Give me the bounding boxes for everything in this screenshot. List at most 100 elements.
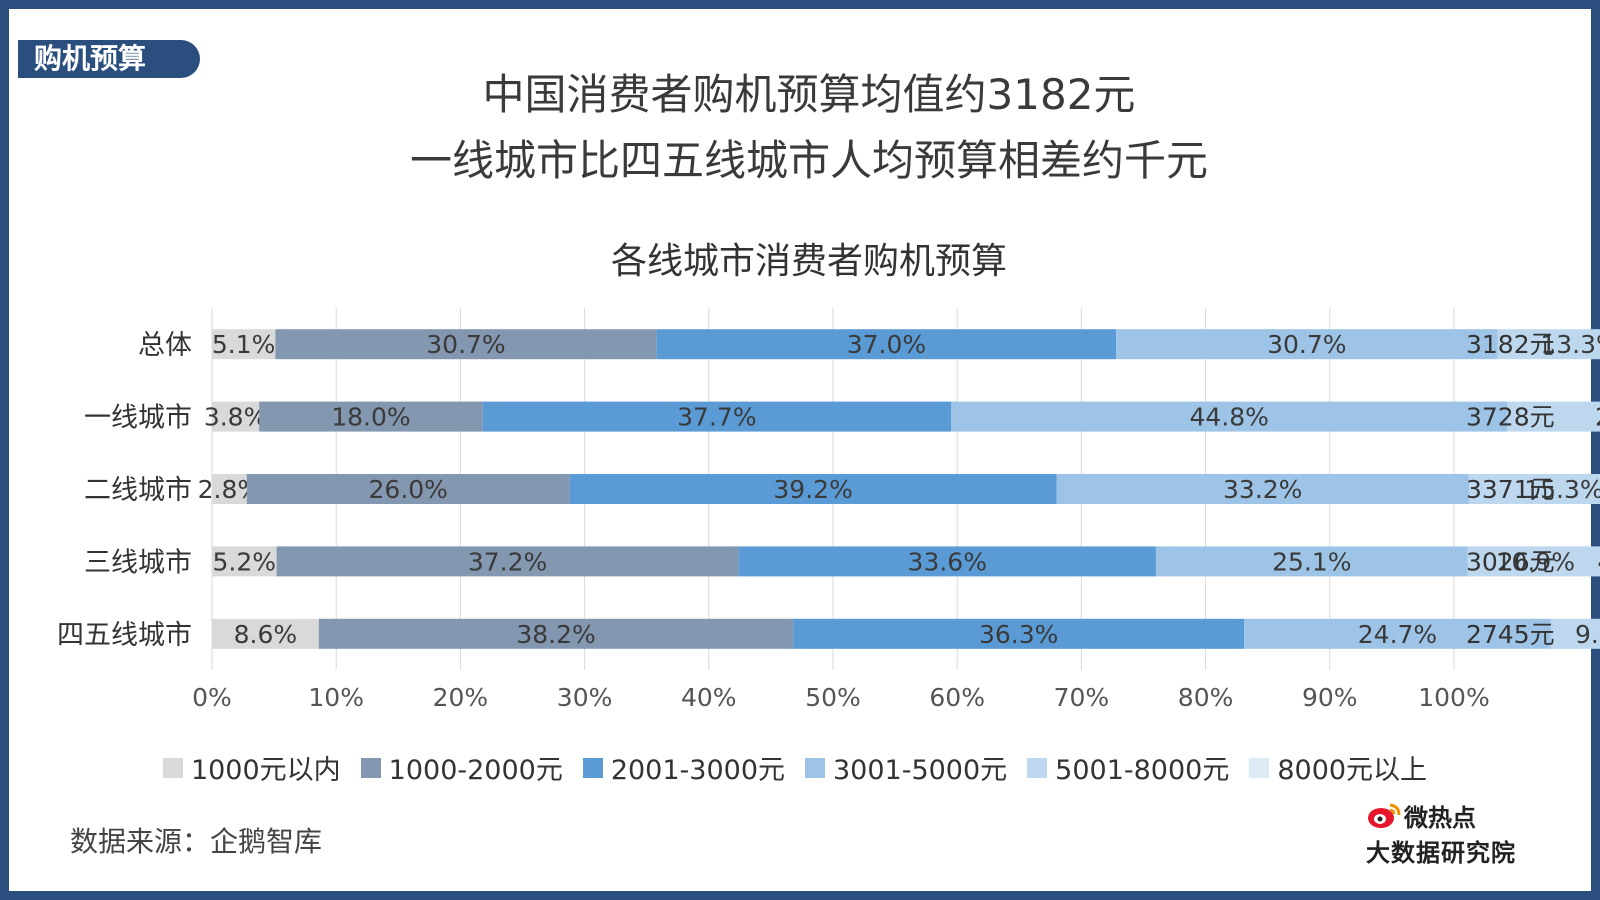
legend-swatch	[360, 757, 381, 778]
bar-segment	[1155, 546, 1468, 577]
bar-segment	[793, 618, 1245, 649]
data-label: 39.2%	[773, 475, 852, 504]
data-label: 38.2%	[516, 620, 595, 649]
bar-segment	[246, 474, 570, 504]
legend-label: 1000元以内	[190, 755, 341, 786]
data-label: 36.3%	[979, 620, 1058, 649]
bar-segment	[318, 618, 794, 649]
data-label: 15.3%	[1524, 475, 1600, 504]
total-label: 3728元	[1466, 403, 1555, 432]
data-label: 4.2%	[1597, 547, 1600, 576]
section-tag: 购机预算	[18, 40, 200, 78]
total-label: 3026元	[1466, 547, 1555, 576]
data-label: 5.1%	[212, 330, 276, 359]
bar-segment	[1507, 401, 1600, 432]
bar-segment	[276, 546, 739, 577]
data-label: 30.7%	[426, 330, 505, 359]
category-label: 总体	[138, 330, 192, 361]
bar-segment	[1244, 618, 1551, 649]
bar-segment	[212, 618, 319, 649]
data-label: 30.7%	[1267, 330, 1346, 359]
legend-swatch	[1249, 757, 1270, 778]
total-label: 2745元	[1466, 620, 1555, 649]
data-label: 5.2%	[213, 547, 277, 576]
x-tick-label: 0%	[192, 683, 232, 712]
data-label: 33.2%	[1223, 475, 1302, 504]
data-label: 13.3%	[1540, 330, 1600, 359]
total-label: 3371元	[1466, 475, 1555, 504]
chart-title: 各线城市消费者购机预算	[610, 241, 1007, 282]
bar-segment	[1468, 474, 1600, 504]
legend-item: 5001-8000元	[1027, 748, 1229, 787]
legend-swatch	[805, 757, 825, 778]
logo-brand-text: 微热点	[1404, 804, 1476, 832]
legend-swatch	[582, 757, 603, 778]
total-label: 3182元	[1466, 330, 1555, 359]
bar-segment	[1056, 474, 1469, 504]
x-tick-label: 70%	[1054, 683, 1110, 712]
data-label: 26.0%	[369, 475, 448, 504]
x-tick-label: 10%	[308, 683, 364, 712]
data-label: 10.9%	[1496, 547, 1575, 576]
x-tick-label: 50%	[805, 683, 861, 712]
bar-segment	[656, 329, 1117, 360]
legend-item: 3001-5000元	[805, 748, 1007, 787]
category-label: 四五线城市	[57, 620, 192, 651]
chart-legend: 1000元以内 1000-2000元 2001-3000元 3001-5000元 500…	[0, 748, 1600, 787]
x-tick-label: 90%	[1302, 683, 1358, 712]
bar-segment	[259, 401, 483, 432]
category-label: 三线城市	[84, 547, 192, 578]
bar-segment	[482, 401, 951, 432]
legend-item: 1000-2000元	[360, 748, 563, 787]
x-tick-label: 100%	[1418, 683, 1489, 712]
data-label: 20.5%	[1595, 403, 1600, 432]
headline-line-2: 一线城市比四五线城市人均预算相差约千元	[409, 136, 1208, 185]
bar-segment	[212, 546, 277, 577]
bar-segment	[1550, 618, 1600, 649]
weibo-eye-icon	[1368, 803, 1401, 828]
data-source: 数据来源：企鹅智库	[70, 825, 323, 858]
bar-segment	[1467, 546, 1600, 577]
legend-label: 3001-5000元	[833, 755, 1008, 786]
bar-segment	[1116, 329, 1498, 360]
legend-item: 1000元以内	[162, 748, 341, 787]
legend-label: 5001-8000元	[1055, 755, 1230, 786]
bar-segment	[212, 474, 247, 504]
legend-swatch	[162, 757, 183, 778]
data-label: 37.0%	[847, 330, 926, 359]
x-tick-label: 80%	[1178, 683, 1234, 712]
legend-label: 1000-2000元	[388, 755, 563, 786]
bar-segment	[275, 329, 657, 360]
legend-item: 8000元以上	[1249, 748, 1427, 787]
data-label: 37.7%	[677, 403, 756, 432]
x-tick-label: 20%	[433, 683, 489, 712]
x-tick-label: 30%	[557, 683, 613, 712]
bar-segment	[1497, 329, 1600, 360]
data-label: 3.8%	[204, 403, 268, 432]
data-label: 18.0%	[331, 403, 410, 432]
data-label: 9.0%	[1575, 620, 1600, 649]
data-label: 37.2%	[468, 547, 547, 576]
legend-item: 2001-3000元	[582, 748, 785, 787]
category-label: 二线城市	[84, 475, 192, 506]
brand-logo: 微热点 大数据研究院	[1366, 798, 1546, 867]
data-label: 24.7%	[1358, 620, 1437, 649]
category-label: 一线城市	[84, 403, 192, 434]
data-label: 33.6%	[908, 547, 987, 576]
bar-segment	[212, 401, 260, 432]
data-label: 8.6%	[234, 620, 298, 649]
logo-subtitle: 大数据研究院	[1366, 839, 1516, 867]
bar-segment	[569, 474, 1057, 504]
bar-segment	[738, 546, 1156, 577]
x-tick-label: 40%	[681, 683, 737, 712]
legend-label: 8000元以上	[1277, 755, 1428, 786]
bar-segment	[950, 401, 1508, 432]
legend-label: 2001-3000元	[610, 755, 785, 786]
legend-swatch	[1027, 757, 1048, 778]
headline-line-1: 中国消费者购机预算均值约3182元	[482, 70, 1136, 119]
data-label: 44.8%	[1189, 403, 1268, 432]
data-label: 25.1%	[1272, 547, 1351, 576]
bar-segment	[212, 329, 276, 360]
